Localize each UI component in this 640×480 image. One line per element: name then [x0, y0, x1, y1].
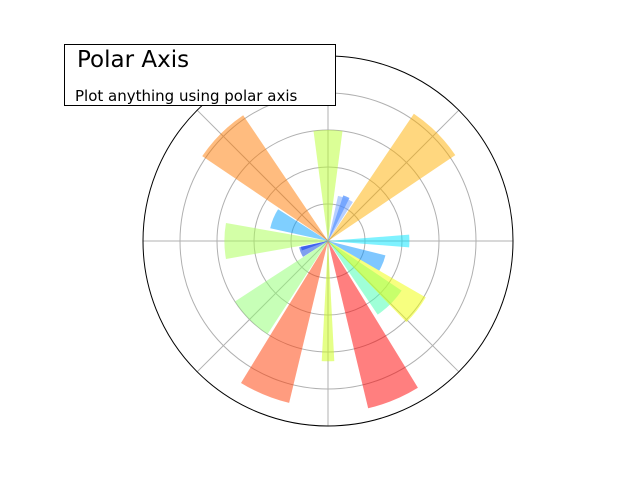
polar-bar-7: [270, 209, 328, 241]
polar-bar-10: [299, 241, 328, 257]
chart-title: Polar Axis: [77, 47, 190, 73]
polar-bar-13: [321, 241, 335, 362]
title-box: Polar Axis Plot anything using polar axi…: [64, 44, 336, 106]
polar-bar-4: [328, 195, 353, 241]
polar-bar-11: [234, 241, 328, 335]
polar-bar-6: [202, 115, 328, 241]
polar-bar-5: [313, 130, 343, 241]
polar-bar-12: [241, 241, 328, 403]
polar-bar-8: [224, 223, 328, 259]
polar-bar-1: [328, 234, 410, 248]
polar-bar-14: [328, 241, 418, 409]
chart-subtitle: Plot anything using polar axis: [75, 87, 298, 105]
polar-bar-2: [328, 113, 456, 241]
polar-bar-16: [328, 241, 426, 323]
polar-bars: [202, 113, 456, 409]
polar-bar-17: [328, 241, 386, 271]
